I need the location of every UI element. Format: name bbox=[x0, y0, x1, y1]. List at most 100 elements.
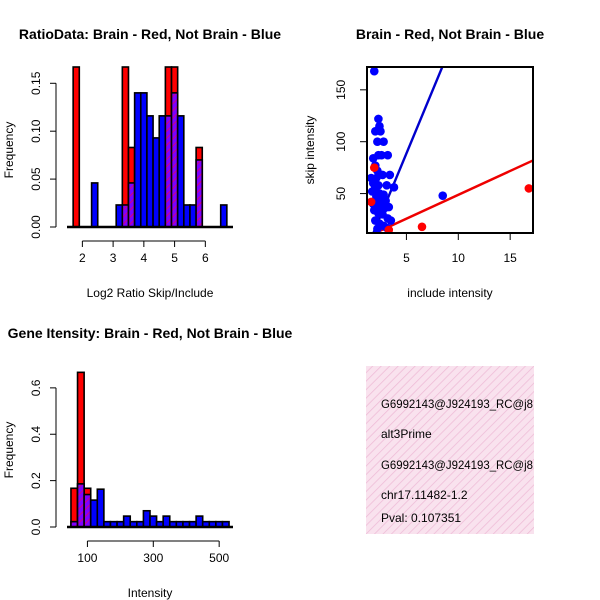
scatter-y-tick-label: 50 bbox=[334, 187, 348, 201]
gene-histogram-x-tick-label: 500 bbox=[209, 551, 229, 565]
ratio-histogram-overlap-bar bbox=[170, 92, 179, 228]
gene-histogram-y-tick-label: 0.0 bbox=[29, 518, 43, 535]
ratio-histogram-y-tick-label: 0.00 bbox=[29, 215, 43, 239]
gene-histogram-notbrain-bar bbox=[149, 515, 158, 528]
info-probe-id-2: G6992143@J924193_RC@j8 bbox=[381, 458, 533, 472]
gene-histogram-notbrain-bar bbox=[122, 515, 132, 528]
info-location: chr17.11482-1.2 bbox=[381, 488, 468, 502]
gene-histogram-title: Gene Itensity: Brain - Red, Not Brain - … bbox=[8, 325, 293, 341]
ratio-histogram-x-tick-label: 2 bbox=[79, 251, 86, 265]
gene-histogram-y-tick-label: 0.6 bbox=[29, 379, 43, 396]
scatter-y-tick-label: 150 bbox=[334, 79, 348, 99]
scatter-notbrain-point bbox=[376, 127, 385, 136]
gene-histogram-notbrain-bar bbox=[162, 515, 171, 528]
ratio-histogram-y-tick-label: 0.10 bbox=[29, 119, 43, 143]
ratio-histogram-ylabel: Frequency bbox=[2, 122, 16, 179]
scatter-y-tick-label: 100 bbox=[334, 131, 348, 151]
gene-histogram-overlap-bar bbox=[83, 493, 92, 528]
scatter-xlabel: include intensity bbox=[407, 286, 492, 300]
scatter-x-tick-label: 5 bbox=[403, 251, 410, 265]
scatter-notbrain-point bbox=[438, 191, 448, 200]
ratio-histogram-y-tick-label: 0.15 bbox=[29, 71, 43, 95]
scatter-frame bbox=[366, 66, 534, 234]
gene-histogram-notbrain-bar bbox=[142, 509, 151, 528]
scatter-brain-point bbox=[384, 225, 394, 233]
scatter-x-axis: 5 10 15 bbox=[403, 234, 517, 265]
ratio-histogram-notbrain-bar bbox=[176, 115, 185, 228]
ratio-histogram-brain-bar bbox=[72, 66, 81, 228]
gene-histogram-notbrain-bar bbox=[96, 488, 105, 528]
scatter-y-axis: 50 100 150 bbox=[334, 79, 366, 200]
gene-intensity-histogram: Gene Itensity: Brain - Red, Not Brain - … bbox=[2, 325, 293, 600]
scatter-notbrain-point bbox=[377, 150, 386, 160]
scatter-x-tick-label: 15 bbox=[503, 251, 517, 265]
gene-histogram-x-axis: 100 300 500 bbox=[77, 540, 229, 565]
scatter-notbrain-point bbox=[368, 154, 378, 163]
ratio-histogram-overlap-bar bbox=[164, 115, 173, 228]
gene-histogram-xlabel: Intensity bbox=[128, 586, 173, 600]
ratio-histogram-brain-bar bbox=[121, 66, 130, 228]
info-panel-background bbox=[366, 366, 534, 534]
scatter-brain-point bbox=[524, 184, 533, 193]
scatter-fit-line bbox=[372, 67, 444, 233]
scatter-notbrain-point bbox=[378, 170, 387, 180]
scatter-notbrain-point bbox=[389, 183, 399, 192]
info-panel: G6992143@J924193_RC@j8 alt3Prime G699214… bbox=[366, 366, 534, 534]
ratio-histogram-bars bbox=[67, 66, 233, 229]
scatter-notbrain-point bbox=[373, 224, 382, 233]
ratio-histogram-overlap-bar bbox=[195, 159, 204, 228]
ratio-histogram-overlap-bar bbox=[121, 204, 130, 228]
ratio-histogram-x-tick-label: 3 bbox=[110, 251, 117, 265]
scatter-notbrain-point bbox=[385, 170, 395, 180]
scatter-title: Brain - Red, Not Brain - Blue bbox=[356, 26, 544, 42]
ratio-histogram-notbrain-bar bbox=[139, 92, 148, 228]
ratio-histogram-x-tick-label: 5 bbox=[171, 251, 178, 265]
ratio-histogram-notbrain-bar bbox=[189, 204, 197, 228]
ratio-histogram-notbrain-bar bbox=[219, 204, 228, 228]
ratio-histogram-overlap-bar bbox=[127, 182, 136, 228]
scatter-x-tick-label: 10 bbox=[452, 251, 466, 265]
scatter-notbrain-point bbox=[386, 216, 396, 225]
scatter-fit-line bbox=[372, 159, 533, 233]
ratio-histogram-notbrain-bar bbox=[90, 182, 99, 228]
scatter-notbrain-point bbox=[373, 137, 382, 146]
ratio-histogram-notbrain-bar bbox=[115, 204, 124, 228]
intensity-scatter: Brain - Red, Not Brain - Blue 5 10 15 50 10… bbox=[303, 26, 544, 300]
scatter-notbrain-point bbox=[383, 150, 393, 160]
ratio-histogram-x-tick-label: 4 bbox=[141, 251, 148, 265]
gene-histogram-y-axis: 0.0 0.2 0.4 0.6 bbox=[29, 379, 57, 535]
ratio-histogram-y-tick-label: 0.05 bbox=[29, 167, 43, 191]
scatter-brain-point bbox=[367, 197, 376, 207]
gene-histogram-ylabel: Frequency bbox=[2, 422, 16, 479]
scatter-notbrain-point bbox=[369, 67, 379, 76]
ratio-histogram: RatioData: Brain - Red, Not Brain - Blue… bbox=[2, 26, 281, 300]
ratio-histogram-y-axis: 0.00 0.05 0.10 0.15 bbox=[29, 71, 57, 239]
info-event-type: alt3Prime bbox=[381, 427, 432, 441]
info-probe-id: G6992143@J924193_RC@j8 bbox=[381, 397, 533, 411]
scatter-points bbox=[367, 67, 533, 233]
ratio-histogram-notbrain-bar bbox=[152, 137, 161, 228]
gene-histogram-x-tick-label: 300 bbox=[143, 551, 163, 565]
ratio-histogram-x-tick-label: 6 bbox=[202, 251, 209, 265]
scatter-brain-point bbox=[369, 163, 379, 172]
ratio-histogram-title: RatioData: Brain - Red, Not Brain - Blue bbox=[19, 26, 281, 42]
ratio-histogram-notbrain-bar bbox=[146, 115, 154, 228]
gene-histogram-notbrain-bar bbox=[195, 515, 204, 528]
ratio-histogram-x-axis: 2 3 4 5 6 bbox=[79, 240, 209, 265]
gene-histogram-y-tick-label: 0.4 bbox=[29, 426, 43, 443]
scatter-brain-point bbox=[417, 222, 427, 232]
gene-histogram-x-tick-label: 100 bbox=[77, 551, 97, 565]
ratio-histogram-xlabel: Log2 Ratio Skip/Include bbox=[87, 286, 214, 300]
ratio-histogram-notbrain-bar bbox=[183, 204, 191, 228]
scatter-notbrain-point bbox=[382, 180, 392, 190]
scatter-fit-lines bbox=[372, 67, 533, 233]
scatter-notbrain-point bbox=[379, 137, 388, 146]
gene-histogram-notbrain-bar bbox=[89, 499, 99, 528]
ratio-histogram-notbrain-bar bbox=[133, 92, 142, 228]
gene-histogram-bars bbox=[67, 371, 233, 529]
scatter-ylabel: skip intensity bbox=[303, 116, 317, 185]
info-pval: Pval: 0.107351 bbox=[381, 511, 461, 525]
gene-histogram-overlap-bar bbox=[76, 483, 85, 528]
gene-histogram-y-tick-label: 0.2 bbox=[29, 472, 43, 489]
